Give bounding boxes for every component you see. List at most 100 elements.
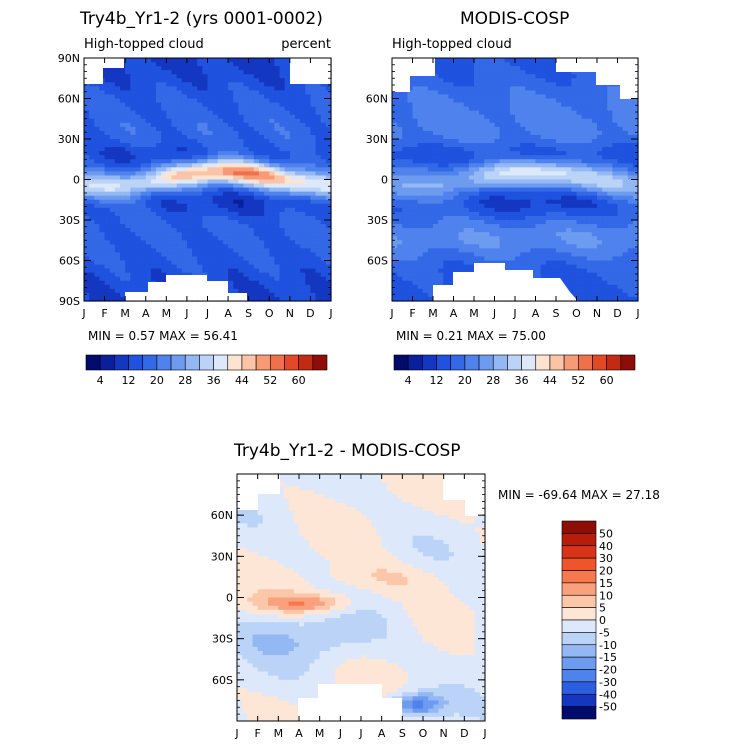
field-cell — [540, 134, 547, 140]
field-cell — [222, 244, 229, 249]
field-cell — [407, 195, 414, 201]
field-cell — [468, 98, 475, 104]
field-cell — [463, 171, 470, 177]
field-cell — [258, 171, 265, 177]
field-cell — [109, 280, 116, 286]
field-cell — [561, 215, 567, 221]
field-cell — [238, 143, 245, 148]
field-cell — [617, 187, 624, 193]
field-cell — [294, 207, 301, 213]
field-cell — [453, 179, 460, 185]
field-cell — [300, 211, 306, 217]
field-cell — [509, 211, 516, 217]
field-cell — [186, 220, 193, 225]
field-cell — [443, 78, 449, 83]
field-cell — [448, 155, 455, 160]
field-cell — [494, 203, 501, 209]
field-cell — [171, 94, 178, 100]
field-cell — [438, 78, 444, 83]
field-cell — [530, 159, 537, 164]
field-cell — [166, 74, 173, 79]
field-cell — [561, 139, 567, 144]
field-cell — [202, 264, 209, 270]
field-cell — [576, 159, 583, 164]
field-cell — [114, 110, 121, 116]
field-cell — [422, 147, 429, 152]
field-cell — [181, 199, 188, 205]
field-cell — [320, 292, 327, 298]
field-cell — [181, 98, 188, 104]
field-cell — [315, 264, 322, 270]
field-cell — [166, 211, 173, 217]
field-cell — [305, 183, 312, 189]
field-cell — [114, 248, 121, 253]
field-cell — [289, 232, 296, 237]
field-cell — [125, 130, 131, 136]
field-cell — [479, 114, 485, 120]
field-cell — [243, 147, 250, 152]
field-cell — [284, 147, 291, 152]
field-cell — [202, 171, 209, 177]
field-cell — [243, 191, 250, 197]
field-cell — [217, 66, 224, 71]
field-cell — [325, 228, 332, 233]
field-cell — [145, 70, 152, 75]
field-cell — [145, 276, 152, 282]
field-cell — [402, 163, 408, 168]
field-cell — [212, 195, 219, 201]
field-cell — [207, 102, 214, 108]
field-cell — [632, 110, 639, 116]
field-cell — [468, 147, 475, 152]
field-cell — [612, 207, 619, 213]
field-cell — [279, 272, 286, 278]
field-cell — [248, 110, 255, 116]
field-cell — [632, 106, 639, 112]
field-cell — [145, 163, 152, 168]
field-cell — [89, 292, 95, 298]
field-cell — [499, 134, 506, 140]
field-cell — [176, 78, 183, 83]
field-cell — [576, 203, 583, 209]
field-cell — [181, 134, 188, 140]
field-cell — [284, 264, 291, 270]
field-cell — [294, 147, 301, 152]
field-cell — [489, 110, 496, 116]
field-cell — [315, 248, 322, 253]
field-cell — [145, 151, 152, 156]
field-cell — [228, 175, 234, 181]
field-cell — [438, 203, 444, 209]
field-cell — [176, 114, 183, 120]
field-cell — [156, 171, 162, 177]
field-cell — [248, 163, 255, 168]
field-cell — [561, 90, 567, 96]
field-cell — [448, 134, 455, 140]
field-cell — [520, 82, 526, 87]
field-cell — [135, 211, 142, 217]
field-cell — [509, 110, 516, 116]
field-cell — [545, 155, 552, 160]
field-cell — [125, 78, 131, 83]
field-cell — [150, 171, 157, 177]
field-cell — [427, 122, 434, 128]
field-cell — [176, 199, 183, 205]
field-cell — [222, 240, 229, 245]
field-cell — [176, 74, 183, 79]
field-cell — [186, 175, 193, 181]
field-cell — [591, 90, 598, 96]
field-cell — [135, 215, 142, 221]
field-cell — [571, 167, 578, 172]
field-cell — [176, 126, 183, 132]
field-cell — [264, 179, 270, 185]
field-cell — [140, 78, 147, 83]
field-cell — [156, 228, 162, 233]
field-cell — [99, 220, 106, 225]
field-cell — [243, 106, 250, 112]
field-cell — [289, 98, 296, 104]
field-cell — [315, 90, 322, 96]
field-cell — [145, 110, 152, 116]
field-cell — [484, 191, 490, 197]
field-cell — [233, 106, 239, 112]
field-cell — [463, 130, 470, 136]
field-cell — [602, 191, 608, 197]
field-cell — [581, 90, 588, 96]
